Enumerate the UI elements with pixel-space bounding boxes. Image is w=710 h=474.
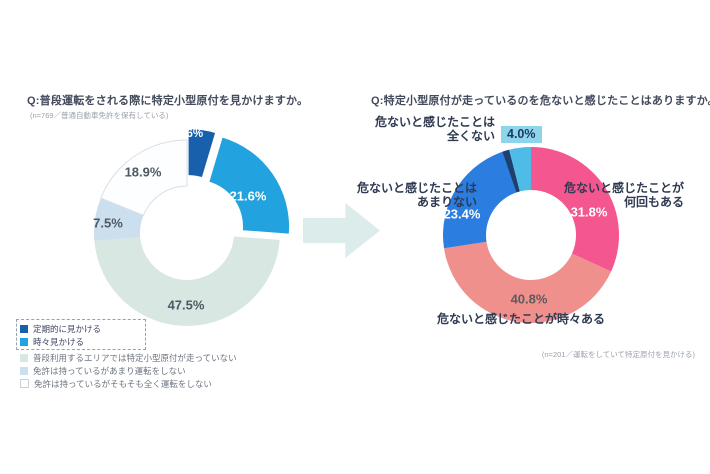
donut-slice-divider xyxy=(502,149,520,193)
legend-swatch-sometimes xyxy=(20,337,28,346)
legend-swatch-never-drive xyxy=(20,379,29,388)
slice-value-label: 31.8% xyxy=(570,204,608,220)
donut-slice xyxy=(443,241,612,324)
donut-slice xyxy=(531,147,619,272)
legend-label: 普段利用するエリアでは特定小型原付が走っていない xyxy=(33,352,237,363)
legend-item: 時々見かける xyxy=(20,335,237,348)
callout-none-line1: 危ないと感じたことは xyxy=(374,115,495,129)
slice-value-label: 40.8% xyxy=(510,291,548,307)
donut-slice xyxy=(100,139,188,217)
donut-slice xyxy=(94,198,144,242)
left-donut-chart xyxy=(94,129,290,326)
legend-label: 定期的に見かける xyxy=(33,323,102,334)
callout-sometimes: 危ないと感じたことが時々ある xyxy=(437,312,606,326)
slice-value-label: 18.9% xyxy=(124,164,162,180)
callout-few-line1: 危ないと感じたことは xyxy=(356,181,477,195)
legend-label: 免許は持っているがそもそも全く運転をしない xyxy=(34,378,212,389)
slice-value-label: 4.6% xyxy=(176,128,204,140)
right-donut-chart xyxy=(443,147,619,324)
arrow-right-icon xyxy=(303,203,380,258)
donut-slice xyxy=(188,129,216,178)
legend-highlight-box xyxy=(16,319,146,350)
donut-slice xyxy=(443,149,520,249)
callout-none-line2: 全くない xyxy=(446,129,495,144)
highlighted-value-badge: 4.0% xyxy=(501,126,542,143)
callout-few-line2: あまりない xyxy=(416,195,477,210)
legend-label: 時々見かける xyxy=(33,336,85,347)
legend-label: 免許は持っているがあまり運転をしない xyxy=(33,365,186,376)
legend-item: 普段利用するエリアでは特定小型原付が走っていない xyxy=(20,351,237,364)
slice-value-label: 47.5% xyxy=(167,297,205,313)
donut-slice xyxy=(94,236,280,326)
legend-item: 定期的に見かける xyxy=(20,322,237,335)
donut-slice xyxy=(209,137,290,234)
callout-none: 危ないと感じたことは 全くない xyxy=(375,115,495,143)
legend-item: 免許は持っているがあまり運転をしない xyxy=(20,364,237,377)
callout-many-line1: 危ないと感じたことが xyxy=(563,181,684,195)
slice-value-label: 7.5% xyxy=(93,215,123,231)
callout-few: 危ないと感じたことは あまりない xyxy=(357,181,477,209)
callout-many: 危ないと感じたことが 何回もある xyxy=(564,181,684,209)
right-chart-title: Q:特定小型原付が走っているのを危ないと感じたことはありますか。 xyxy=(371,95,710,107)
callout-many-line2: 何回もある xyxy=(623,195,684,210)
left-chart-sample-note: (n=769／普通自動車免許を保有している) xyxy=(30,111,169,120)
legend-swatch-no-vehicles-in-area xyxy=(20,353,28,362)
legend-swatch-regularly xyxy=(20,324,28,333)
right-chart-sample-note: (n=201／運転をしていて特定原付を見かける) xyxy=(541,350,695,359)
legend-item: 免許は持っているがそもそも全く運転をしない xyxy=(20,377,237,390)
left-chart-title: Q:普段運転をされる際に特定小型原付を見かけますか。 xyxy=(27,95,309,107)
slice-value-label: 21.6% xyxy=(229,188,267,204)
slice-value-label: 23.4% xyxy=(443,206,481,222)
left-chart-legend: 定期的に見かける 時々見かける 普段利用するエリアでは特定小型原付が走っていない… xyxy=(20,322,237,390)
donut-slice xyxy=(509,147,531,192)
legend-swatch-rarely-drive xyxy=(20,366,28,375)
